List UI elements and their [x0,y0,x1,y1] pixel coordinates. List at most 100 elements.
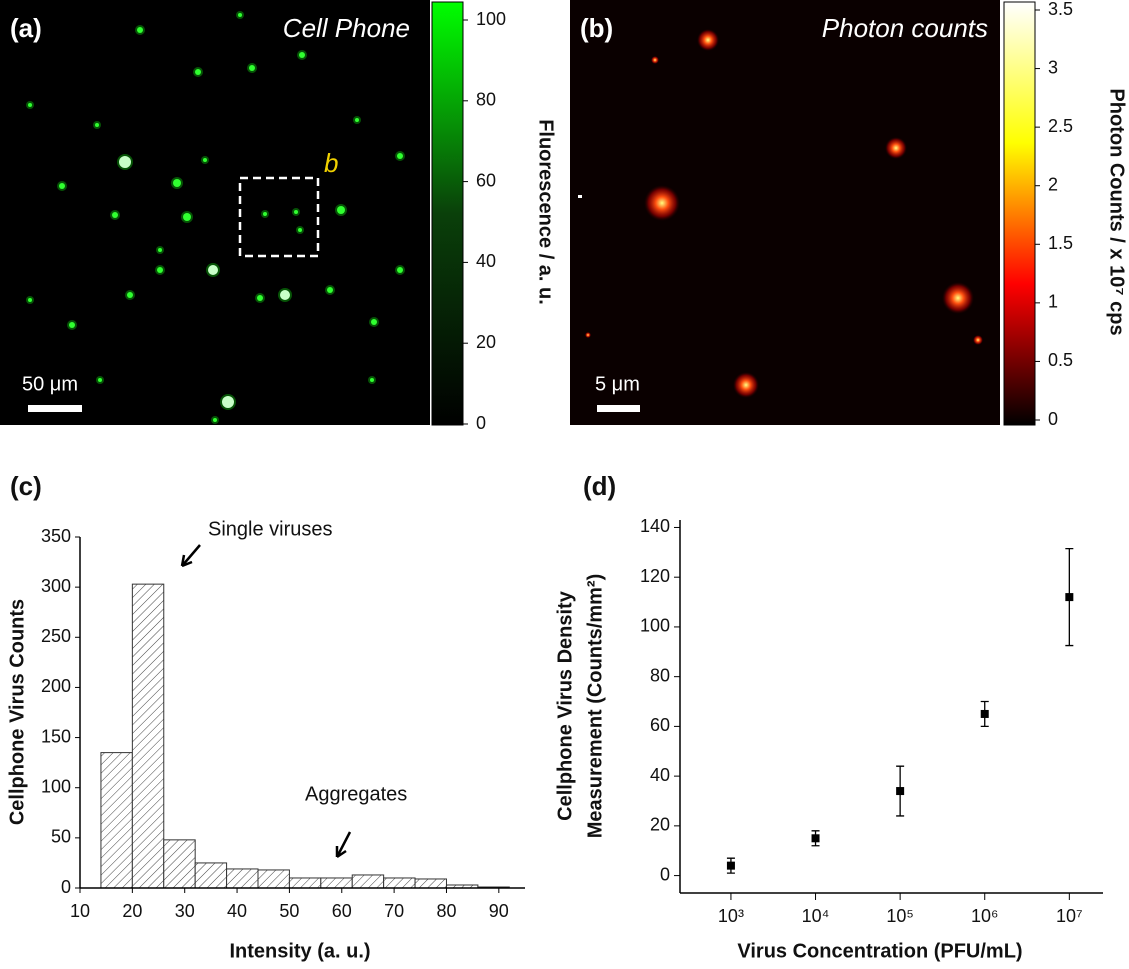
colorbar-tick-label: 0 [1048,409,1058,429]
colorbar-tick-label: 60 [476,170,496,190]
spot [112,212,118,218]
colorbar-label: Fluorescence / a. u. [535,119,557,305]
spot [263,212,267,216]
zoom-box [238,176,320,258]
colorbar-tick-label: 3.5 [1048,0,1073,19]
spot [183,213,191,221]
spot [137,27,143,33]
y-tick-label: 100 [41,776,71,796]
x-axis-label: Intensity (a. u.) [229,940,370,962]
spot [298,228,302,232]
colorbar [431,1,464,426]
panel-label: (c) [10,471,42,501]
bar [320,877,353,889]
y-tick-label: 150 [41,726,71,746]
y-tick-label: 0 [660,864,670,884]
spot [257,295,263,301]
image-a [0,0,430,425]
x-tick-label: 10³ [718,906,744,926]
blob [697,29,719,51]
bar [383,877,416,889]
blob [644,185,680,221]
spot [355,118,359,122]
point [811,834,820,843]
scale-label: 5 μm [595,373,640,395]
panel-label: (a) [10,13,42,43]
bar [257,869,290,889]
colorbar-label: Photon Counts / x 10⁷ cps [1106,88,1128,335]
spots [26,11,983,424]
colorbar-tick-label: 0 [476,413,486,433]
y-tick-label: 100 [640,616,670,636]
image-title: Cell Phone [283,13,410,43]
spot [157,267,163,273]
y-tick-label: 80 [650,665,670,685]
spot [69,322,75,328]
colorbar-tick-label: 20 [476,332,496,352]
image-title: Photon counts [822,13,988,43]
colorbar-tick-label: 1 [1048,292,1058,312]
colorbar-tick-label: 100 [476,9,506,29]
spot [371,319,377,325]
colorbar-tick-label: 40 [476,251,496,271]
colorbar-tick-label: 1.5 [1048,233,1073,253]
bar [131,583,165,889]
x-axis-label: Virus Concentration (PFU/mL) [737,940,1022,962]
x-tick-label: 80 [436,901,456,921]
spot [119,156,131,168]
colorbar-tick-label: 80 [476,90,496,110]
spot [299,52,305,58]
blob [973,335,983,345]
annotation: Single viruses [208,518,333,540]
blob [651,56,659,64]
y-tick-label: 40 [650,765,670,785]
spot [95,123,99,127]
spot [195,69,201,75]
bar [100,752,133,889]
blob [585,332,591,338]
y-tick-label: 200 [41,676,71,696]
x-tick-label: 50 [279,901,299,921]
y-tick-label: 0 [61,877,71,897]
scale-bar [28,405,82,412]
spot [98,378,102,382]
y-tick-label: 20 [650,815,670,835]
y-tick-label: 140 [640,516,670,536]
panel-label: (d) [583,471,616,501]
x-tick-label: 20 [122,901,142,921]
y-axis-label: Cellphone Virus Counts [6,599,28,825]
box-label: b [324,148,338,178]
x-tick-label: 30 [175,901,195,921]
bar [351,874,385,889]
blob [733,372,759,398]
y-tick-label: 120 [640,566,670,586]
colorbar [1003,1,1036,426]
bar [226,868,259,889]
y-tick-label: 350 [41,526,71,546]
x-tick-label: 10⁵ [886,906,913,926]
point [1065,593,1074,602]
point [726,861,735,870]
point [980,709,989,718]
spot [213,418,217,422]
annotation: Aggregates [305,783,407,805]
x-tick-label: 90 [489,901,509,921]
spot [294,210,298,214]
spot [280,290,290,300]
arrow [335,831,352,859]
spot [208,265,218,275]
image-b [570,0,1000,425]
spot [28,298,32,302]
spot [158,248,162,252]
bar [194,862,228,889]
y-axis-label: Measurement (Counts/mm²) [584,574,606,838]
spot [337,206,345,214]
y-axis-label: Cellphone Virus Density [554,590,576,821]
spot [249,65,255,71]
spot [370,378,374,382]
x-tick-label: 40 [227,901,247,921]
y-tick-label: 60 [650,715,670,735]
spot [173,179,181,187]
arrow [180,544,201,568]
